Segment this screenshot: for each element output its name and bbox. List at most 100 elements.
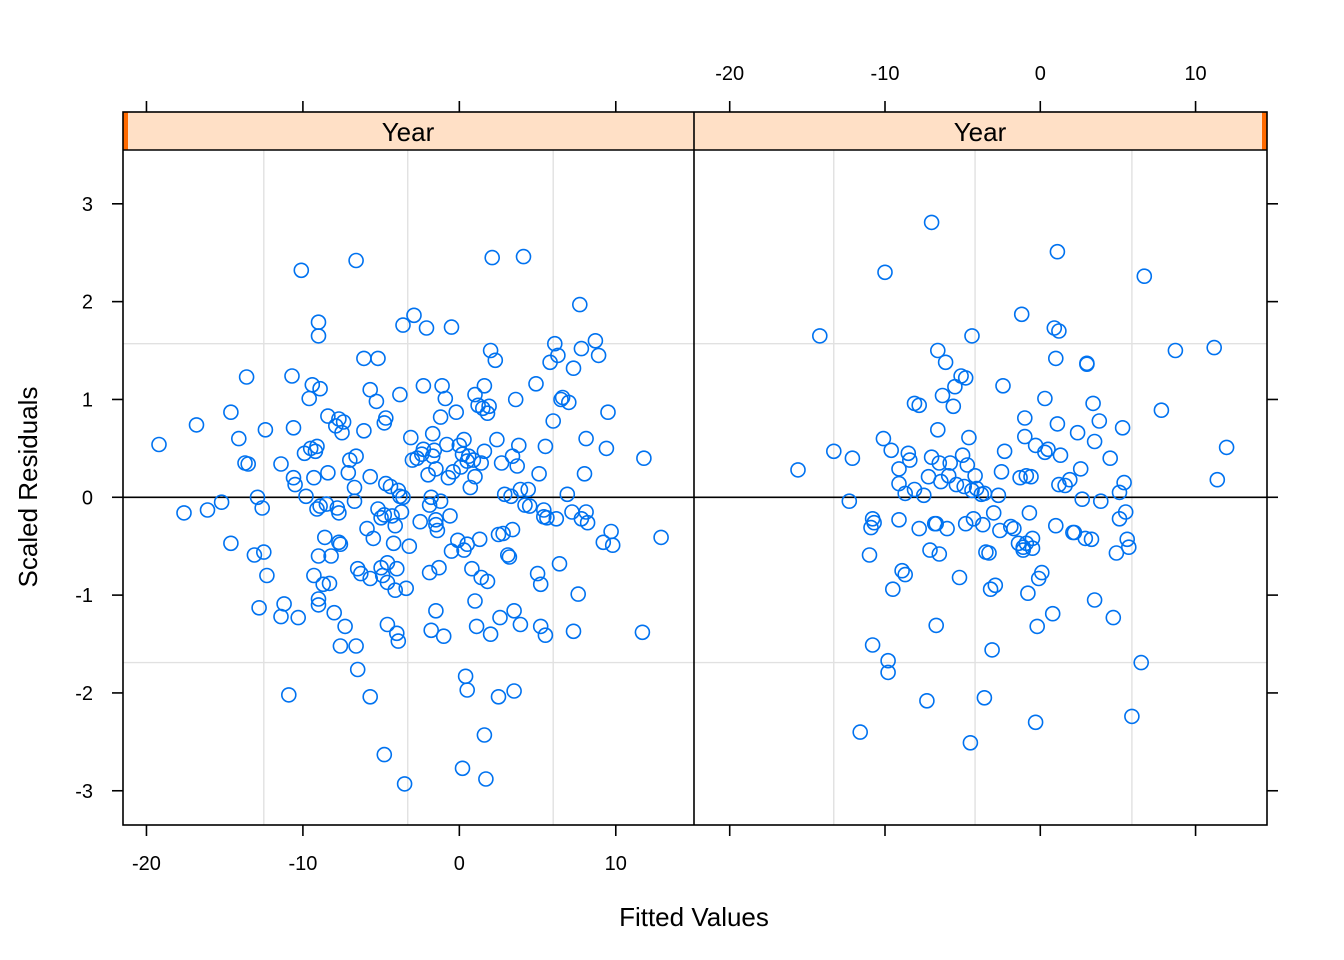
data-point-panel-2: [934, 387, 951, 404]
data-point-panel-1: [468, 618, 485, 635]
data-point-panel-1: [595, 534, 612, 551]
data-point-panel-2: [957, 515, 974, 532]
data-point-panel-1: [259, 567, 275, 584]
y-tick-label: -3: [75, 781, 93, 803]
data-point-panel-1: [223, 535, 239, 552]
data-point-panel-1: [454, 760, 471, 777]
data-point-panel-1: [176, 505, 192, 521]
data-point-panel-2: [1079, 355, 1095, 372]
data-point-panel-1: [387, 582, 404, 599]
data-point-panel-1: [570, 586, 587, 602]
data-point-panel-2: [864, 637, 881, 653]
data-point-panel-1: [395, 317, 411, 333]
data-point-panel-1: [573, 340, 590, 357]
data-point-panel-1: [443, 319, 460, 335]
data-point-panel-1: [481, 398, 497, 415]
data-point-panel-1: [449, 532, 466, 549]
strip-label-panel-2: Year: [954, 117, 1007, 147]
data-point-panel-2: [1037, 444, 1053, 461]
data-point-panel-1: [418, 320, 435, 336]
data-point-panel-1: [421, 497, 438, 513]
data-point-panel-1: [484, 249, 501, 266]
data-point-panel-1: [528, 375, 544, 392]
data-point-panel-2: [1209, 471, 1226, 488]
data-point-panel-2: [985, 505, 1002, 521]
y-axis-title: Scaled Residuals: [13, 387, 43, 588]
data-point-panel-2: [844, 450, 861, 467]
data-point-panel-1: [482, 342, 499, 359]
data-point-panel-2: [891, 475, 907, 492]
data-point-panel-1: [487, 352, 504, 369]
data-point-panel-2: [1037, 390, 1053, 407]
data-point-panel-2: [1133, 654, 1149, 671]
panel-frames: [122, 111, 1268, 826]
data-point-panel-1: [532, 618, 549, 635]
data-point-panel-2: [984, 642, 1000, 658]
data-point-panel-2: [919, 692, 935, 709]
data-point-panel-1: [257, 421, 274, 438]
data-point-panel-1: [545, 413, 562, 429]
data-point-panel-2: [929, 342, 946, 359]
data-point-panel-1: [504, 521, 521, 538]
data-point-panel-2: [1012, 469, 1028, 486]
data-point-panel-2: [1119, 531, 1135, 548]
data-point-panel-2: [929, 421, 946, 438]
data-point-panel-1: [445, 463, 461, 480]
data-point-panel-1: [395, 489, 411, 506]
data-point-panel-1: [412, 513, 429, 530]
data-point-panel-2: [923, 214, 940, 231]
data-point-panel-1: [467, 593, 483, 609]
data-point-panel-1: [309, 438, 325, 455]
data-point-panel-2: [928, 617, 945, 634]
data-point-panel-1: [476, 727, 493, 743]
data-point-panel-1: [492, 609, 508, 626]
data-point-panel-1: [384, 508, 400, 524]
data-point-panel-1: [479, 405, 496, 422]
data-point-panel-2: [1049, 243, 1066, 260]
data-point-panel-1: [495, 525, 511, 542]
x-tick-label-panel-2: 0: [1035, 63, 1046, 85]
data-point-panel-1: [459, 682, 476, 698]
data-point-panel-1: [506, 683, 522, 699]
data-point-panel-1: [565, 623, 582, 640]
data-point-panel-2: [1052, 447, 1069, 464]
data-point-panel-1: [598, 440, 615, 457]
strip-label-panel-1: Year: [382, 117, 435, 147]
data-point-panel-2: [951, 569, 968, 586]
data-point-panel-1: [310, 328, 327, 344]
data-point-panel-2: [1048, 517, 1064, 534]
data-point-panel-1: [634, 624, 651, 641]
data-point-panel-1: [482, 626, 499, 643]
data-point-panel-1: [251, 599, 267, 616]
data-point-panel-1: [276, 596, 292, 612]
data-point-panel-2: [1049, 416, 1066, 432]
data-point-panel-2: [790, 462, 806, 478]
data-point-panel-1: [223, 404, 239, 421]
data-point-panel-1: [326, 604, 343, 621]
data-point-panel-1: [310, 314, 327, 331]
x-tick-label-panel-2: -10: [871, 63, 900, 85]
data-point-panel-1: [587, 332, 604, 349]
data-point-panel-2: [937, 354, 954, 371]
data-point-panel-1: [548, 510, 565, 527]
data-point-panel-2: [956, 478, 973, 495]
data-point-panel-2: [954, 447, 971, 464]
data-point-panel-2: [891, 511, 907, 528]
data-point-panel-1: [493, 455, 510, 471]
data-point-panel-1: [421, 564, 438, 581]
data-point-panel-2: [891, 461, 907, 477]
y-tick-label: -2: [75, 683, 93, 705]
data-point-panel-1: [506, 602, 522, 619]
data-point-panel-1: [415, 377, 432, 394]
data-point-panel-2: [1006, 520, 1022, 537]
x-tick-label-panel-1: 0: [454, 853, 465, 875]
data-point-panel-1: [388, 560, 405, 577]
data-point-panel-2: [945, 398, 962, 415]
data-point-panel-1: [564, 504, 580, 520]
data-point-panel-1: [315, 576, 332, 593]
data-point-panel-1: [420, 466, 436, 483]
data-point-panel-2: [948, 476, 965, 493]
data-point-panel-1: [387, 517, 404, 534]
data-point-panel-2: [942, 455, 959, 471]
data-point-panel-2: [976, 689, 993, 706]
